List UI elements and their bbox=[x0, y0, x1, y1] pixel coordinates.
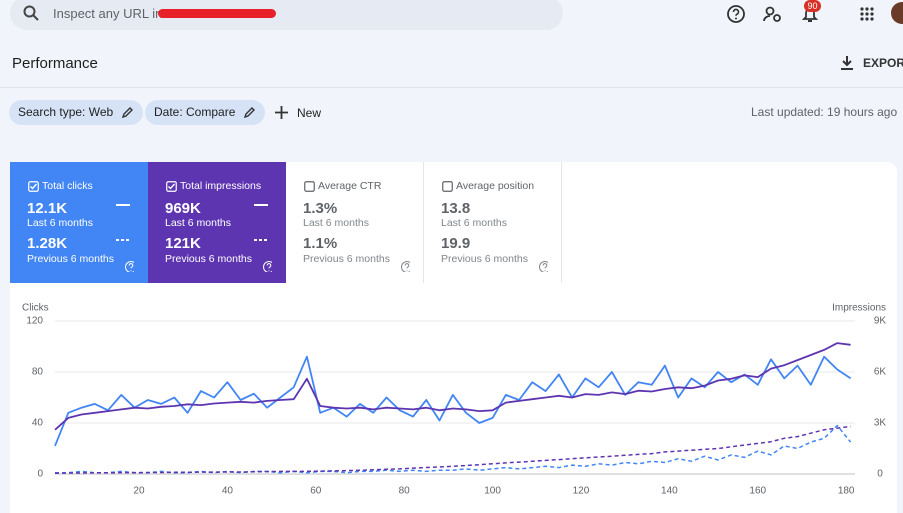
metric-previous-value: 1.1% bbox=[303, 235, 338, 252]
metric-period: Last 6 months bbox=[165, 217, 231, 229]
x-tick-label: 20 bbox=[133, 486, 145, 497]
checkbox-box bbox=[28, 181, 39, 192]
help-icon bbox=[401, 261, 410, 272]
x-tick-label: 60 bbox=[310, 486, 322, 497]
metric-previous-period: Previous 6 months bbox=[303, 253, 390, 265]
help-icon bbox=[539, 261, 548, 272]
y2-tick-label: 9K bbox=[874, 316, 887, 327]
help-icon bbox=[263, 261, 272, 272]
metric-value: 13.8 bbox=[441, 200, 471, 217]
export-icon bbox=[841, 56, 853, 70]
edit-icon bbox=[244, 107, 256, 118]
page-title: Performance bbox=[12, 55, 98, 72]
help-circle bbox=[263, 261, 272, 272]
line-style-icons bbox=[401, 261, 410, 272]
metric-period: Last 6 months bbox=[441, 217, 507, 229]
metric-period: Last 6 months bbox=[27, 217, 93, 229]
y2-tick-label: 0 bbox=[877, 469, 883, 480]
export-button[interactable]: EXPORT bbox=[863, 56, 903, 70]
metric-label: Total impressions bbox=[180, 180, 262, 192]
redaction bbox=[158, 9, 276, 18]
help-glyph bbox=[404, 263, 410, 271]
edit-icon bbox=[122, 107, 134, 118]
help-glyph bbox=[266, 263, 272, 271]
metric-label: Average position bbox=[456, 180, 535, 192]
metric-value: 12.1K bbox=[27, 200, 68, 217]
help-glyph bbox=[542, 263, 548, 271]
x-tick-label: 140 bbox=[661, 486, 678, 497]
y-tick-label: 120 bbox=[26, 316, 43, 327]
checkbox bbox=[28, 181, 39, 192]
divider bbox=[0, 87, 903, 88]
metric-card[interactable]: Total clicks 12.1K Last 6 months 1.28K Previ… bbox=[10, 162, 148, 283]
line-style-icons bbox=[116, 204, 134, 272]
data-line bbox=[54, 425, 851, 474]
notification-badge: 90 bbox=[804, 0, 821, 12]
metric-previous-value: 1.28K bbox=[27, 235, 68, 252]
x-tick-label: 100 bbox=[484, 486, 501, 497]
chip-label: Search type: Web bbox=[18, 105, 114, 119]
metric-label: Total clicks bbox=[42, 180, 93, 192]
metric-card[interactable]: Total impressions 969K Last 6 months 121K Pr… bbox=[148, 162, 286, 283]
y2-tick-label: 6K bbox=[874, 367, 887, 378]
help-button[interactable] bbox=[726, 4, 746, 24]
add-icon bbox=[275, 106, 288, 119]
search-placeholder: Inspect any URL in bbox=[53, 6, 163, 21]
help-circle bbox=[125, 261, 134, 272]
help-icon bbox=[125, 261, 134, 272]
new-filter-button[interactable]: New bbox=[297, 106, 322, 120]
checkbox-box bbox=[442, 181, 453, 192]
metric-previous-period: Previous 6 months bbox=[27, 253, 114, 265]
chart: Clicks Impressions 0 40 80 120 0 3K 6K 9K 20 40 60… bbox=[22, 303, 887, 497]
data-line bbox=[55, 424, 852, 474]
metric-value: 1.3% bbox=[303, 200, 338, 217]
search-bar[interactable]: Inspect any URL in bbox=[10, 0, 563, 30]
x-tick-label: 180 bbox=[838, 486, 855, 497]
checkbox-box bbox=[166, 181, 177, 192]
x-tick-label: 80 bbox=[399, 486, 411, 497]
metric-label: Average CTR bbox=[318, 180, 382, 192]
filter-chip[interactable]: Date: Compare bbox=[145, 100, 266, 125]
y-tick-label: 0 bbox=[37, 469, 43, 480]
help-glyph bbox=[128, 263, 134, 271]
line-style-icons bbox=[254, 204, 272, 272]
metric-previous-period: Previous 6 months bbox=[165, 253, 252, 265]
last-updated: Last updated: 19 hours ago bbox=[751, 105, 898, 119]
checkmark bbox=[168, 183, 176, 190]
y2-tick-label: 3K bbox=[874, 418, 887, 429]
checkbox bbox=[166, 181, 177, 192]
metric-previous-period: Previous 6 months bbox=[441, 253, 528, 265]
settings-button[interactable] bbox=[762, 4, 782, 24]
y-axis-title: Clicks bbox=[22, 303, 49, 314]
line-style-icons bbox=[539, 261, 548, 272]
search-icon bbox=[23, 5, 39, 21]
metric-card[interactable]: Average position 13.8 Last 6 months 19.9 Pre… bbox=[424, 162, 562, 283]
chip-label: Date: Compare bbox=[154, 105, 236, 119]
help-circle bbox=[401, 261, 410, 272]
metric-previous-value: 121K bbox=[165, 235, 201, 252]
data-line bbox=[54, 355, 852, 447]
help-circle bbox=[539, 261, 548, 272]
metric-card[interactable]: Average CTR 1.3% Last 6 months 1.1% Previous… bbox=[286, 162, 424, 283]
x-tick-label: 120 bbox=[573, 486, 590, 497]
metric-period: Last 6 months bbox=[303, 217, 369, 229]
metric-value: 969K bbox=[165, 200, 201, 217]
x-tick-label: 160 bbox=[749, 486, 766, 497]
avatar[interactable] bbox=[891, 2, 903, 24]
filter-chip[interactable]: Search type: Web bbox=[9, 100, 144, 125]
data-line bbox=[54, 342, 851, 431]
checkbox bbox=[442, 181, 453, 192]
apps-button[interactable] bbox=[859, 6, 875, 22]
y-tick-label: 80 bbox=[32, 367, 44, 378]
x-tick-label: 40 bbox=[222, 486, 234, 497]
checkbox bbox=[304, 181, 315, 192]
y2-axis-title: Impressions bbox=[832, 303, 886, 314]
checkbox-box bbox=[304, 181, 315, 192]
metric-previous-value: 19.9 bbox=[441, 235, 471, 252]
checkmark bbox=[30, 183, 38, 190]
y-tick-label: 40 bbox=[32, 418, 44, 429]
